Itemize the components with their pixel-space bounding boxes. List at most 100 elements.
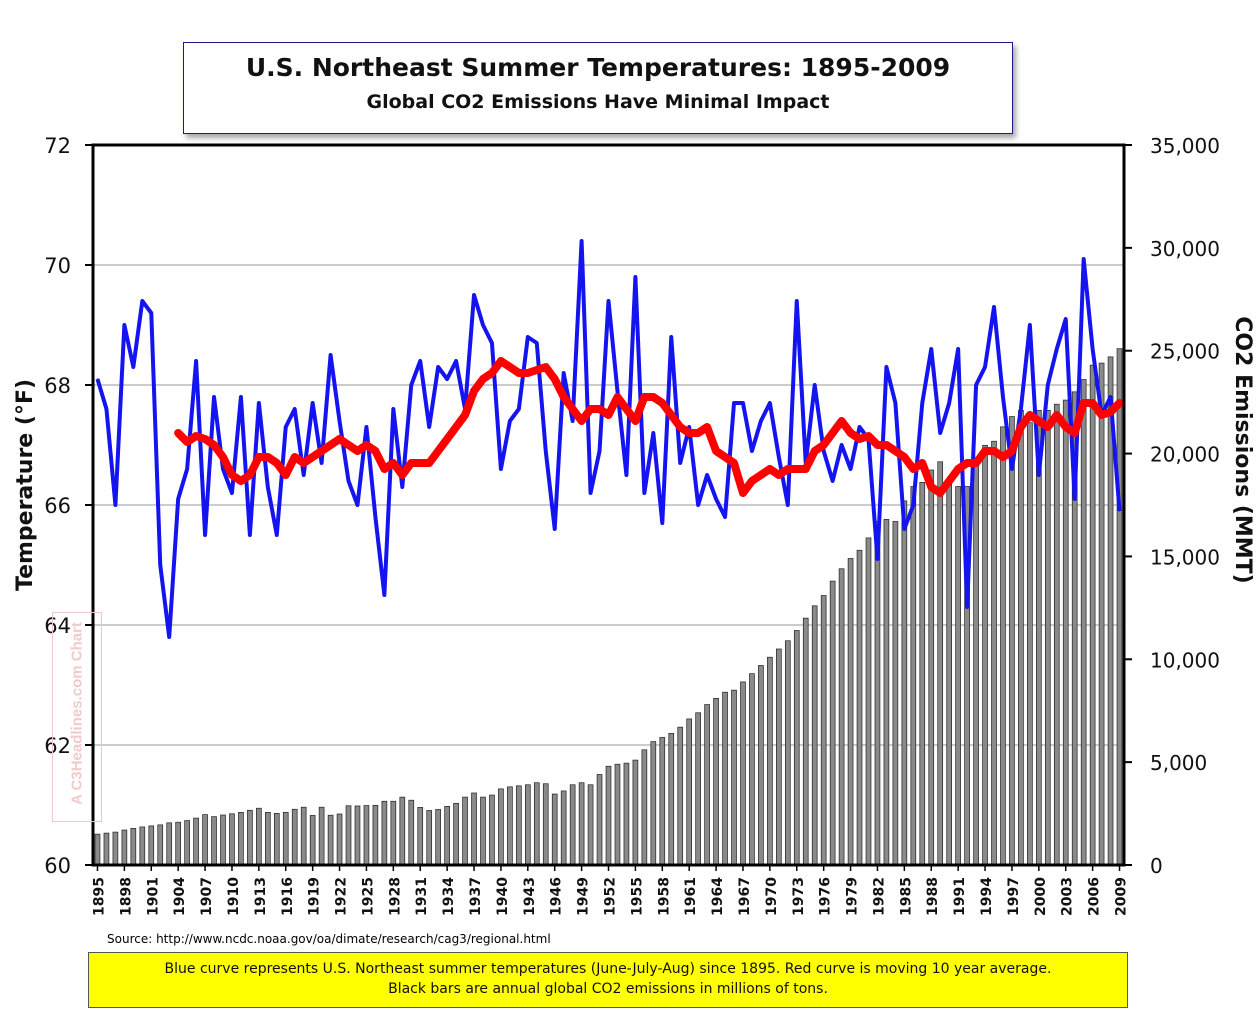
co2-bar: [731, 689, 737, 866]
x-tick-label: 1946: [549, 877, 565, 916]
co2-bar: [435, 809, 441, 866]
co2-bar: [820, 595, 827, 866]
right-axis-label: CO2 Emissions (MMT): [1230, 316, 1255, 583]
temperature-point: [1118, 510, 1121, 512]
co2-bar: [211, 816, 217, 866]
temperature-point: [383, 594, 385, 596]
co2-bar: [793, 630, 800, 866]
co2-bar: [722, 691, 728, 866]
co2-bar: [363, 805, 370, 866]
temperature-point: [392, 408, 394, 410]
x-tick-label: 1925: [360, 877, 376, 916]
co2-bar: [265, 811, 271, 866]
co2-bar: [874, 521, 881, 866]
co2-bar: [623, 762, 630, 866]
right-tick-label: 35,000: [1150, 134, 1220, 158]
left-axis-label: Temperature (°F): [13, 379, 38, 591]
co2-bar: [1044, 410, 1051, 866]
temperature-point: [598, 450, 601, 452]
right-tick-label: 0: [1150, 854, 1163, 878]
temperature-point: [769, 402, 771, 404]
note-line-1: Blue curve represents U.S. Northeast sum…: [164, 961, 1052, 977]
temperature-point: [787, 504, 789, 506]
temperature-point: [1092, 348, 1094, 350]
right-tick-label: 10,000: [1150, 648, 1220, 672]
co2-bar: [1000, 426, 1006, 866]
x-tick-label: 1994: [979, 877, 995, 916]
right-tick-label: 20,000: [1150, 443, 1220, 467]
temperature-point: [903, 528, 905, 530]
x-tick-label: 1922: [334, 877, 350, 916]
temperature-point: [276, 534, 278, 536]
co2-bar: [399, 796, 406, 866]
left-tick-label: 70: [44, 254, 71, 278]
temperature-point: [96, 378, 99, 380]
co2-bar: [605, 765, 612, 866]
temperature-point: [410, 384, 412, 386]
co2-bar: [883, 519, 890, 866]
title-box: U.S. Northeast Summer Temperatures: 1895…: [183, 42, 1013, 134]
x-tick-label: 1970: [764, 877, 780, 916]
co2-bar: [238, 811, 244, 866]
co2-bar: [175, 821, 181, 866]
temperature-point: [500, 468, 502, 470]
co2-bar: [865, 537, 872, 866]
temperature-point: [616, 390, 619, 392]
co2-bar: [784, 640, 791, 866]
x-tick-label: 1910: [226, 877, 242, 916]
co2-bar: [121, 829, 128, 866]
co2-bar: [560, 790, 567, 866]
co2-bar: [650, 741, 657, 866]
temperature-point: [222, 468, 224, 470]
temperature-point: [258, 402, 260, 404]
axis-ticks: 60 62 64 66 68 70 72 0 5,000 10,000 15,000 20,000 25…: [44, 134, 1220, 916]
co2-bar: [345, 805, 352, 866]
co2-bar: [229, 813, 235, 866]
x-tick-label: 1919: [307, 877, 323, 916]
co2-bar: [910, 486, 917, 866]
temperature-point: [509, 420, 511, 422]
co2-bar: [740, 681, 746, 866]
temperature-point: [724, 516, 726, 518]
co2-bar: [309, 815, 316, 866]
x-tick-label: 1982: [871, 877, 887, 916]
temperature-point: [670, 336, 672, 338]
temperature-point: [249, 534, 251, 536]
temperature-point: [876, 558, 879, 560]
temperature-point: [473, 294, 475, 296]
temperature-point: [123, 324, 125, 326]
temperature-point: [1020, 408, 1022, 410]
co2-bar: [767, 656, 773, 866]
co2-bar: [130, 828, 137, 866]
co2-bar: [166, 822, 173, 866]
temperature-point: [159, 564, 161, 566]
temperature-point: [105, 408, 108, 410]
co2-bar: [704, 704, 710, 866]
co2-bar: [776, 648, 782, 866]
co2-bar: [148, 825, 155, 866]
co2-bars: [94, 348, 1123, 866]
left-tick-label: 72: [44, 134, 71, 158]
temperature-point: [894, 402, 896, 404]
x-tick-label: 1988: [925, 877, 941, 916]
co2-bar: [480, 796, 486, 866]
x-tick-label: 1913: [253, 877, 269, 916]
co2-bar: [453, 802, 459, 866]
temperature-point: [527, 336, 529, 338]
temperature-point: [733, 402, 735, 404]
temperature-point: [545, 450, 547, 452]
x-tick-label: 1985: [898, 877, 914, 916]
source-text: Source: http://www.ncdc.noaa.gov/oa/dima…: [107, 932, 551, 946]
temperature-point: [751, 450, 753, 452]
co2-bar: [937, 461, 944, 866]
temperature-point: [231, 492, 233, 494]
co2-bar: [1009, 416, 1015, 866]
co2-bar: [811, 605, 818, 866]
temperature-point: [607, 300, 610, 302]
co2-bar: [291, 808, 298, 866]
co2-bar: [632, 759, 639, 866]
temperature-point: [930, 348, 932, 350]
temperature-point: [177, 498, 179, 500]
temperature-point: [760, 420, 762, 422]
